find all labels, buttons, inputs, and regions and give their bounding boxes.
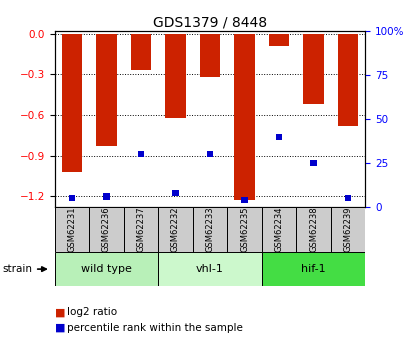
Bar (165, 34, 186, 118)
Text: GSM62235: GSM62235 (240, 207, 249, 252)
Bar (227, 207, 262, 252)
Text: percentile rank within the sample: percentile rank within the sample (67, 323, 243, 333)
Text: GSM62238: GSM62238 (309, 207, 318, 252)
Text: strain: strain (2, 264, 32, 274)
Bar (131, 34, 151, 70)
Text: ■: ■ (55, 307, 65, 317)
Bar (69, 195, 75, 201)
Bar (61, 34, 82, 172)
Bar (262, 207, 297, 252)
Text: GSM62231: GSM62231 (67, 207, 76, 252)
Bar (96, 34, 117, 146)
Bar (172, 190, 178, 196)
Text: log2 ratio: log2 ratio (67, 307, 117, 317)
Bar (310, 160, 317, 166)
Bar (103, 193, 110, 199)
Bar (138, 151, 144, 157)
Text: GSM62236: GSM62236 (102, 207, 111, 252)
Bar (55, 207, 89, 252)
Bar (338, 34, 359, 126)
Bar (207, 151, 213, 157)
Bar (200, 34, 221, 77)
Text: hif-1: hif-1 (301, 264, 326, 274)
Bar (262, 252, 365, 286)
Text: GDS1379 / 8448: GDS1379 / 8448 (153, 16, 267, 30)
Bar (331, 207, 365, 252)
Text: GSM62234: GSM62234 (275, 207, 284, 252)
Text: ■: ■ (55, 323, 65, 333)
Bar (276, 134, 282, 140)
Bar (158, 252, 262, 286)
Text: GSM62233: GSM62233 (205, 207, 215, 252)
Bar (234, 34, 255, 200)
Bar (89, 207, 123, 252)
Bar (241, 197, 248, 203)
Text: wild type: wild type (81, 264, 132, 274)
Bar (269, 34, 289, 46)
Bar (303, 34, 324, 104)
Bar (55, 252, 158, 286)
Bar (158, 207, 193, 252)
Text: GSM62239: GSM62239 (344, 207, 353, 252)
Text: GSM62237: GSM62237 (136, 207, 145, 252)
Text: GSM62232: GSM62232 (171, 207, 180, 252)
Bar (297, 207, 331, 252)
Text: vhl-1: vhl-1 (196, 264, 224, 274)
Bar (123, 207, 158, 252)
Bar (193, 207, 227, 252)
Bar (345, 195, 351, 201)
